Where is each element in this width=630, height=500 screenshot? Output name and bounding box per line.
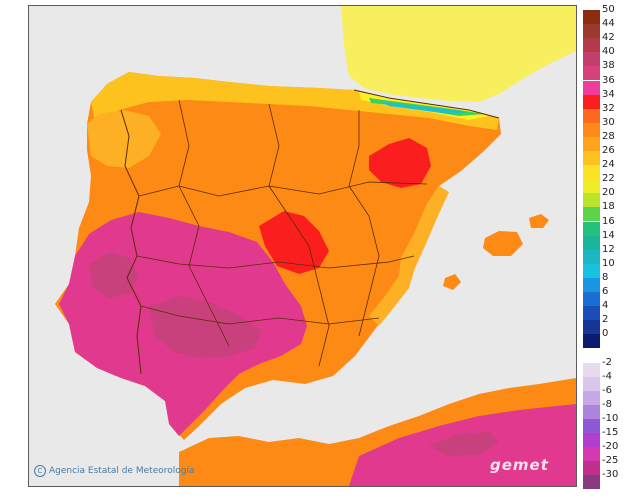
legend-tick-label: 34 [602, 88, 615, 100]
north-africa-core [429, 432, 499, 456]
regional-border [268, 103, 330, 367]
legend-tick-label: 16 [602, 215, 615, 227]
legend-tick-label: 2 [602, 314, 609, 326]
legend-swatch [583, 404, 600, 419]
legend-tick-label: -8 [602, 398, 612, 410]
legend-tick-label: -15 [602, 427, 619, 438]
legend-swatch [583, 348, 600, 363]
portugal-border [120, 109, 142, 375]
legend-tick-label: -25 [602, 455, 619, 467]
north-coast-zone [91, 72, 499, 130]
legend-tick-label: 10 [602, 257, 615, 269]
tagus-core [89, 252, 139, 298]
legend-swatch [583, 235, 600, 250]
temperature-map [28, 5, 577, 487]
legend-tick-label: -10 [602, 412, 619, 424]
france-border [353, 89, 500, 119]
legend-swatch [583, 193, 600, 208]
legend-tick-label: -30 [602, 469, 619, 481]
legend-swatch [583, 475, 600, 490]
legend-tick-label: 14 [602, 229, 615, 241]
legend-swatch [583, 66, 600, 81]
legend-tick-label: 8 [602, 271, 609, 283]
legend-tick-label: 38 [602, 60, 615, 72]
ebro-hot-zone [369, 138, 431, 188]
legend-tick-label: 0 [602, 328, 609, 340]
legend-tick-label: 20 [602, 187, 615, 199]
legend-swatch [583, 52, 600, 67]
legend-swatch [583, 151, 600, 166]
legend-swatch [583, 461, 600, 476]
legend-swatch [583, 320, 600, 335]
menorca [529, 214, 549, 228]
regional-border [348, 110, 380, 337]
legend-swatch [583, 136, 600, 151]
mallorca [483, 231, 523, 256]
legend-swatch [583, 179, 600, 194]
credit-text: Agencia Estatal de Meteorología [49, 466, 195, 476]
legend-swatch [583, 447, 600, 462]
legend-tick-label: -6 [602, 384, 612, 396]
legend-tick-label: 32 [602, 102, 615, 114]
legend-tick-label: -4 [602, 370, 612, 382]
iberia-map-svg [29, 6, 576, 486]
legend-tick-label: 28 [602, 130, 615, 142]
legend-tick-label: 4 [602, 300, 609, 312]
legend-tick-label: 18 [602, 201, 615, 213]
regional-border [138, 181, 428, 197]
legend-tick-label: -2 [602, 356, 612, 368]
copyright-icon: C [34, 465, 46, 477]
legend-swatch [583, 38, 600, 53]
ibiza [443, 274, 461, 290]
east-coast-zone [369, 186, 449, 326]
legend-tick-label: 50 [602, 4, 615, 15]
legend-swatch [583, 122, 600, 137]
legend-swatch [583, 10, 600, 25]
legend-swatch [583, 207, 600, 222]
temperature-legend: 50 44 42 40 38 36 34 32 30 28 26 24 22 20 18 16 14 12 10 8 6… [583, 5, 628, 490]
regional-border [178, 99, 230, 347]
legend-swatch [583, 390, 600, 405]
guadalquivir-core [149, 296, 261, 358]
legend-tick-label: 42 [602, 32, 615, 44]
legend-tick-label: 6 [602, 286, 609, 297]
aemet-watermark: gemet [490, 456, 549, 474]
legend-tick-label: 12 [602, 243, 615, 255]
galicia-zone [87, 110, 161, 168]
legend-tick-label: -20 [602, 441, 619, 453]
pyrenees-cyan-band [379, 101, 469, 114]
legend-tick-label: 24 [602, 159, 615, 171]
legend-tick-label: 22 [602, 173, 615, 185]
legend-swatch [583, 24, 600, 39]
legend-tick-label: 30 [602, 116, 615, 128]
legend-swatch [583, 277, 600, 292]
legend-tick-label: 40 [602, 46, 615, 58]
france-land [341, 6, 576, 102]
legend-swatch [583, 263, 600, 278]
legend-swatch [583, 418, 600, 433]
legend-swatch [583, 306, 600, 321]
legend-swatch [583, 94, 600, 109]
legend-swatch [583, 165, 600, 180]
legend-tick-label: 36 [602, 74, 615, 86]
legend-swatch [583, 433, 600, 448]
legend-swatch [583, 249, 600, 264]
legend-swatch [583, 221, 600, 236]
regional-border [140, 305, 380, 325]
central-hot-zone [259, 211, 329, 274]
legend-swatch [583, 334, 600, 349]
legend-swatch [583, 108, 600, 123]
legend-tick-label: 26 [602, 145, 615, 156]
legend-swatch [583, 292, 600, 307]
legend-tick-label: 44 [602, 18, 615, 30]
legend-swatch [583, 362, 600, 377]
regional-border [136, 255, 415, 269]
legend-swatch [583, 376, 600, 391]
aemet-credit: C Agencia Estatal de Meteorología [34, 465, 195, 477]
legend-swatch [583, 80, 600, 95]
